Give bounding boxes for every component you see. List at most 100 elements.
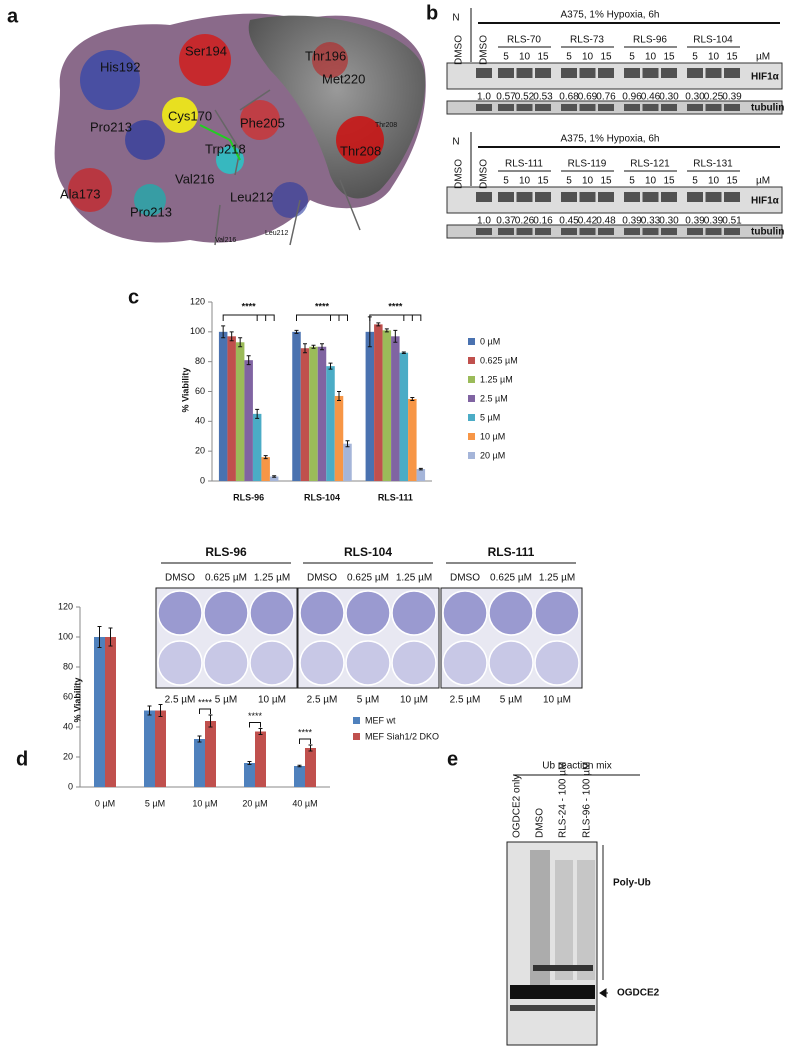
error-bar (208, 714, 213, 728)
y-tick-label: 120 (58, 601, 73, 611)
panel-letter: b (426, 2, 438, 24)
panel-letter: a (7, 5, 19, 27)
band (598, 192, 614, 202)
bar (326, 366, 335, 481)
unit: µM (756, 176, 770, 187)
legend-label: 20 µM (480, 450, 505, 460)
error-bar (376, 322, 381, 327)
band-label: tubulin (751, 103, 784, 114)
residue-label: Met220 (322, 71, 365, 86)
well (534, 590, 580, 636)
band-label: HIF1α (751, 72, 780, 83)
bar (294, 766, 305, 787)
well (391, 640, 437, 686)
band-label: tubulin (751, 227, 784, 238)
ratio: 0.25 (704, 92, 724, 103)
bar (317, 346, 327, 481)
error-bar (263, 455, 268, 460)
legend-swatch (468, 414, 475, 421)
y-tick-label: 60 (195, 386, 205, 396)
lane-header: DMSO (454, 35, 465, 65)
band (687, 104, 703, 111)
y-tick-label: 120 (190, 296, 205, 306)
compound: RLS-111 (505, 159, 543, 170)
bar (252, 413, 262, 481)
band (516, 68, 533, 78)
band (476, 104, 492, 111)
well (249, 640, 295, 686)
lane-label: OGDCE2 only (512, 775, 523, 838)
dose: 10 (582, 176, 594, 187)
band (624, 68, 640, 78)
error-bar (410, 396, 415, 401)
legend-swatch (353, 717, 360, 724)
well (157, 590, 203, 636)
band (705, 228, 722, 235)
significance: **** (242, 301, 257, 311)
panel-letter: e (447, 748, 458, 770)
error-bar (229, 331, 234, 342)
compound: RLS-121 (630, 159, 670, 170)
bar (94, 637, 105, 787)
band (561, 192, 577, 202)
dose: 0.625 µM (490, 573, 532, 584)
error-bar (337, 391, 341, 401)
lane-header: DMSO (479, 159, 490, 189)
band (687, 192, 703, 202)
x-tick-label: RLS-104 (304, 492, 340, 502)
dose: 15 (537, 52, 549, 63)
ratio: 0.51 (722, 216, 742, 227)
error-bar (255, 408, 260, 419)
residue-label: Pro213 (130, 204, 172, 219)
dose: 5 µM (215, 695, 237, 706)
dose: 5 (566, 176, 572, 187)
condition: A375, 1% Hypoxia, 6h (561, 134, 660, 145)
band (579, 68, 596, 78)
residue-label: Thr208 (375, 122, 397, 129)
residue-label: Pro213 (90, 119, 132, 134)
label: Poly-Ub (613, 878, 651, 889)
significance-bracket (296, 314, 348, 321)
band (516, 192, 533, 202)
band (516, 228, 533, 235)
y-tick-label: 40 (195, 416, 205, 426)
bar (305, 748, 316, 787)
bar (334, 395, 344, 481)
residue-label: Val216 (175, 171, 215, 186)
band (498, 192, 514, 202)
bar (155, 710, 166, 787)
bar (261, 457, 270, 481)
error-bar (401, 351, 406, 354)
dose: 2.5 µM (165, 695, 196, 706)
dose: 5 (629, 176, 635, 187)
well (442, 640, 488, 686)
band (624, 104, 640, 111)
panel-letter: c (128, 286, 139, 308)
legend-swatch (468, 395, 475, 402)
well (299, 590, 345, 636)
lane-label: RLS-96 - 100 µM (582, 762, 593, 838)
dose: 5 (503, 52, 509, 63)
dose: 15 (726, 176, 738, 187)
error-bar (294, 329, 299, 334)
ratio: 0.53 (533, 92, 553, 103)
band (624, 192, 640, 202)
legend-label: 5 µM (480, 412, 500, 422)
dose: 5 µM (500, 695, 522, 706)
plate-compound: RLS-111 (488, 545, 535, 559)
dose: 5 (692, 176, 698, 187)
band (705, 192, 722, 202)
error-bar (328, 362, 333, 370)
dose: 10 (708, 52, 720, 63)
bar (144, 710, 155, 787)
dose: 10 µM (258, 695, 286, 706)
y-tick-label: 20 (195, 446, 205, 456)
error-bar (303, 343, 307, 354)
error-bar (108, 627, 113, 647)
band (535, 228, 551, 235)
dose: 15 (600, 176, 612, 187)
error-bar (97, 626, 102, 648)
residue-label: Ala173 (60, 186, 100, 201)
x-tick-label: 10 µM (192, 798, 217, 808)
